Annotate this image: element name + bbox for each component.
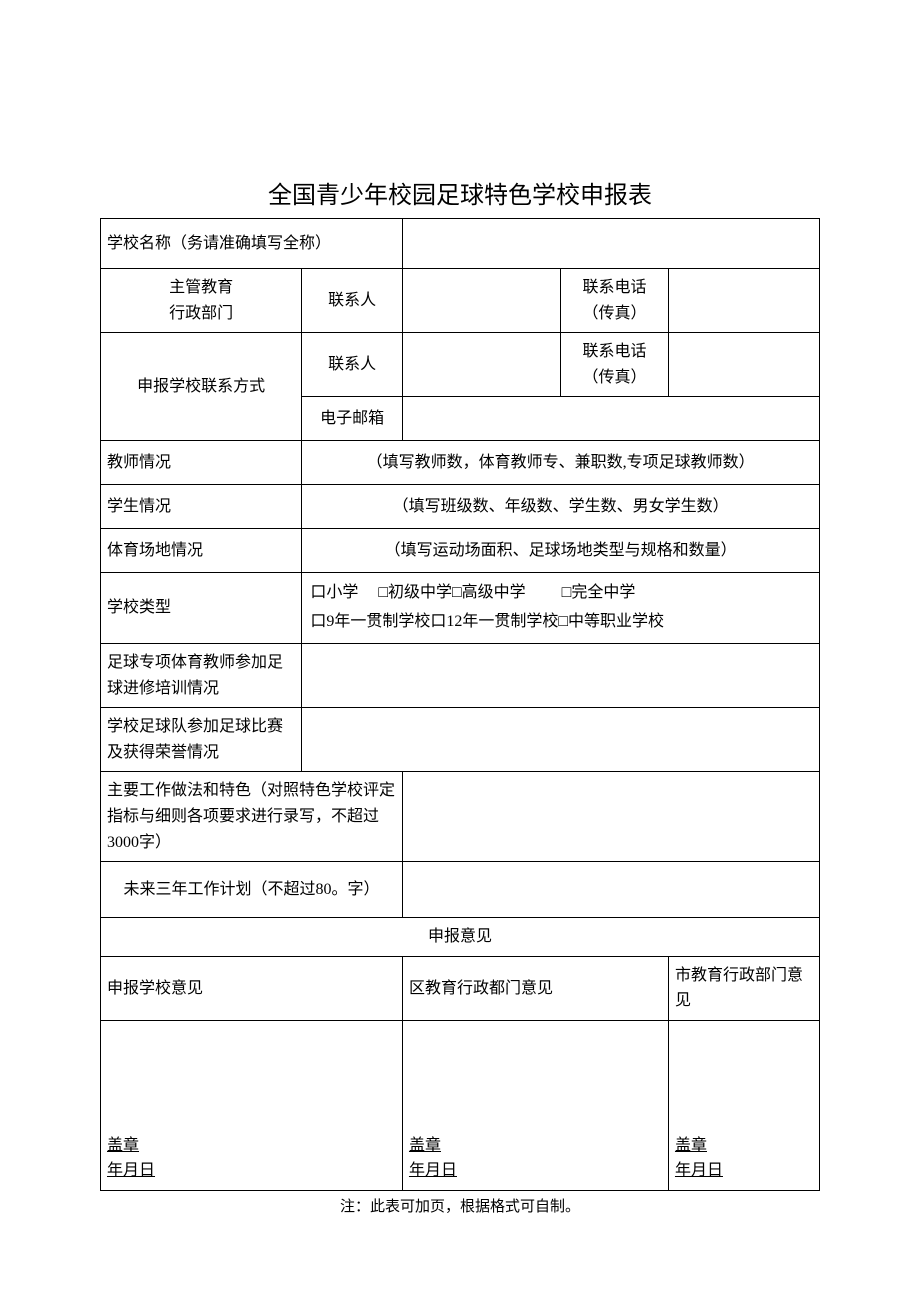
label-school-name: 学校名称（务请准确填写全称） <box>101 219 403 269</box>
input-competition[interactable] <box>302 708 820 772</box>
seal-3: 盖章 <box>675 1137 707 1154</box>
opt-complete[interactable]: □完全中学 <box>562 584 636 601</box>
label-training: 足球专项体育教师参加足球进修培训情况 <box>101 643 302 707</box>
date-3: 年月日 <box>675 1162 723 1179</box>
label-edu-dept: 主管教育 行政部门 <box>101 269 302 333</box>
application-form: 学校名称（务请准确填写全称） 主管教育 行政部门 联系人 联系电话 （传真） 申… <box>100 218 820 1191</box>
hint-teacher[interactable]: （填写教师数，体育教师专、兼职数,专项足球教师数） <box>302 441 820 485</box>
label-apply-contact: 申报学校联系方式 <box>101 333 302 441</box>
input-main-work[interactable] <box>402 772 819 862</box>
school-type-options[interactable]: 口小学 □初级中学□高级中学 □完全中学 口9年一贯制学校口12年一贯制学校□中… <box>302 573 820 644</box>
school-opinion-area[interactable]: 盖章 年月日 <box>101 1020 403 1190</box>
label-teacher: 教师情况 <box>101 441 302 485</box>
label-competition: 学校足球队参加足球比赛及获得荣誉情况 <box>101 708 302 772</box>
label-phone-1: 联系电话 （传真） <box>561 269 669 333</box>
seal-2: 盖章 <box>409 1137 441 1154</box>
opt-nine[interactable]: 口9年一贯制学校 <box>310 613 430 630</box>
hint-student[interactable]: （填写班级数、年级数、学生数、男女学生数） <box>302 485 820 529</box>
footer-note: 注：此表可加页，根据格式可自制。 <box>100 1195 820 1216</box>
input-future-plan[interactable] <box>402 862 819 918</box>
label-school-opinion: 申报学校意见 <box>101 956 403 1020</box>
opt-twelve[interactable]: 口12年一贯制学校 <box>430 613 558 630</box>
input-school-phone[interactable] <box>668 333 819 397</box>
district-opinion-area[interactable]: 盖章 年月日 <box>402 1020 668 1190</box>
date-1: 年月日 <box>107 1162 155 1179</box>
opinion-header: 申报意见 <box>101 918 820 957</box>
opt-primary[interactable]: 口小学 <box>310 584 358 601</box>
input-training[interactable] <box>302 643 820 707</box>
label-main-work: 主要工作做法和特色（对照特色学校评定指标与细则各项要求进行录写，不超过3000字… <box>101 772 403 862</box>
label-phone-2: 联系电话 （传真） <box>561 333 669 397</box>
label-email: 电子邮箱 <box>302 397 403 441</box>
label-field: 体育场地情况 <box>101 529 302 573</box>
label-contact-1: 联系人 <box>302 269 403 333</box>
label-school-type: 学校类型 <box>101 573 302 644</box>
label-student: 学生情况 <box>101 485 302 529</box>
label-district-opinion: 区教育行政都门意见 <box>402 956 668 1020</box>
opt-vocational[interactable]: □中等职业学校 <box>558 613 664 630</box>
input-school-contact[interactable] <box>402 333 560 397</box>
city-opinion-area[interactable]: 盖章 年月日 <box>668 1020 819 1190</box>
label-contact-2: 联系人 <box>302 333 403 397</box>
hint-field[interactable]: （填写运动场面积、足球场地类型与规格和数量） <box>302 529 820 573</box>
label-city-opinion: 市教育行政部门意见 <box>668 956 819 1020</box>
label-future-plan: 未来三年工作计划（不超过80。字） <box>101 862 403 918</box>
input-school-name[interactable] <box>402 219 819 269</box>
opt-junior[interactable]: □初级中学 <box>378 584 452 601</box>
seal-1: 盖章 <box>107 1137 139 1154</box>
date-2: 年月日 <box>409 1162 457 1179</box>
input-dept-phone[interactable] <box>668 269 819 333</box>
input-dept-contact[interactable] <box>402 269 560 333</box>
opt-senior[interactable]: □高级中学 <box>452 584 526 601</box>
input-email[interactable] <box>402 397 819 441</box>
page-title: 全国青少年校园足球特色学校申报表 <box>100 175 820 210</box>
